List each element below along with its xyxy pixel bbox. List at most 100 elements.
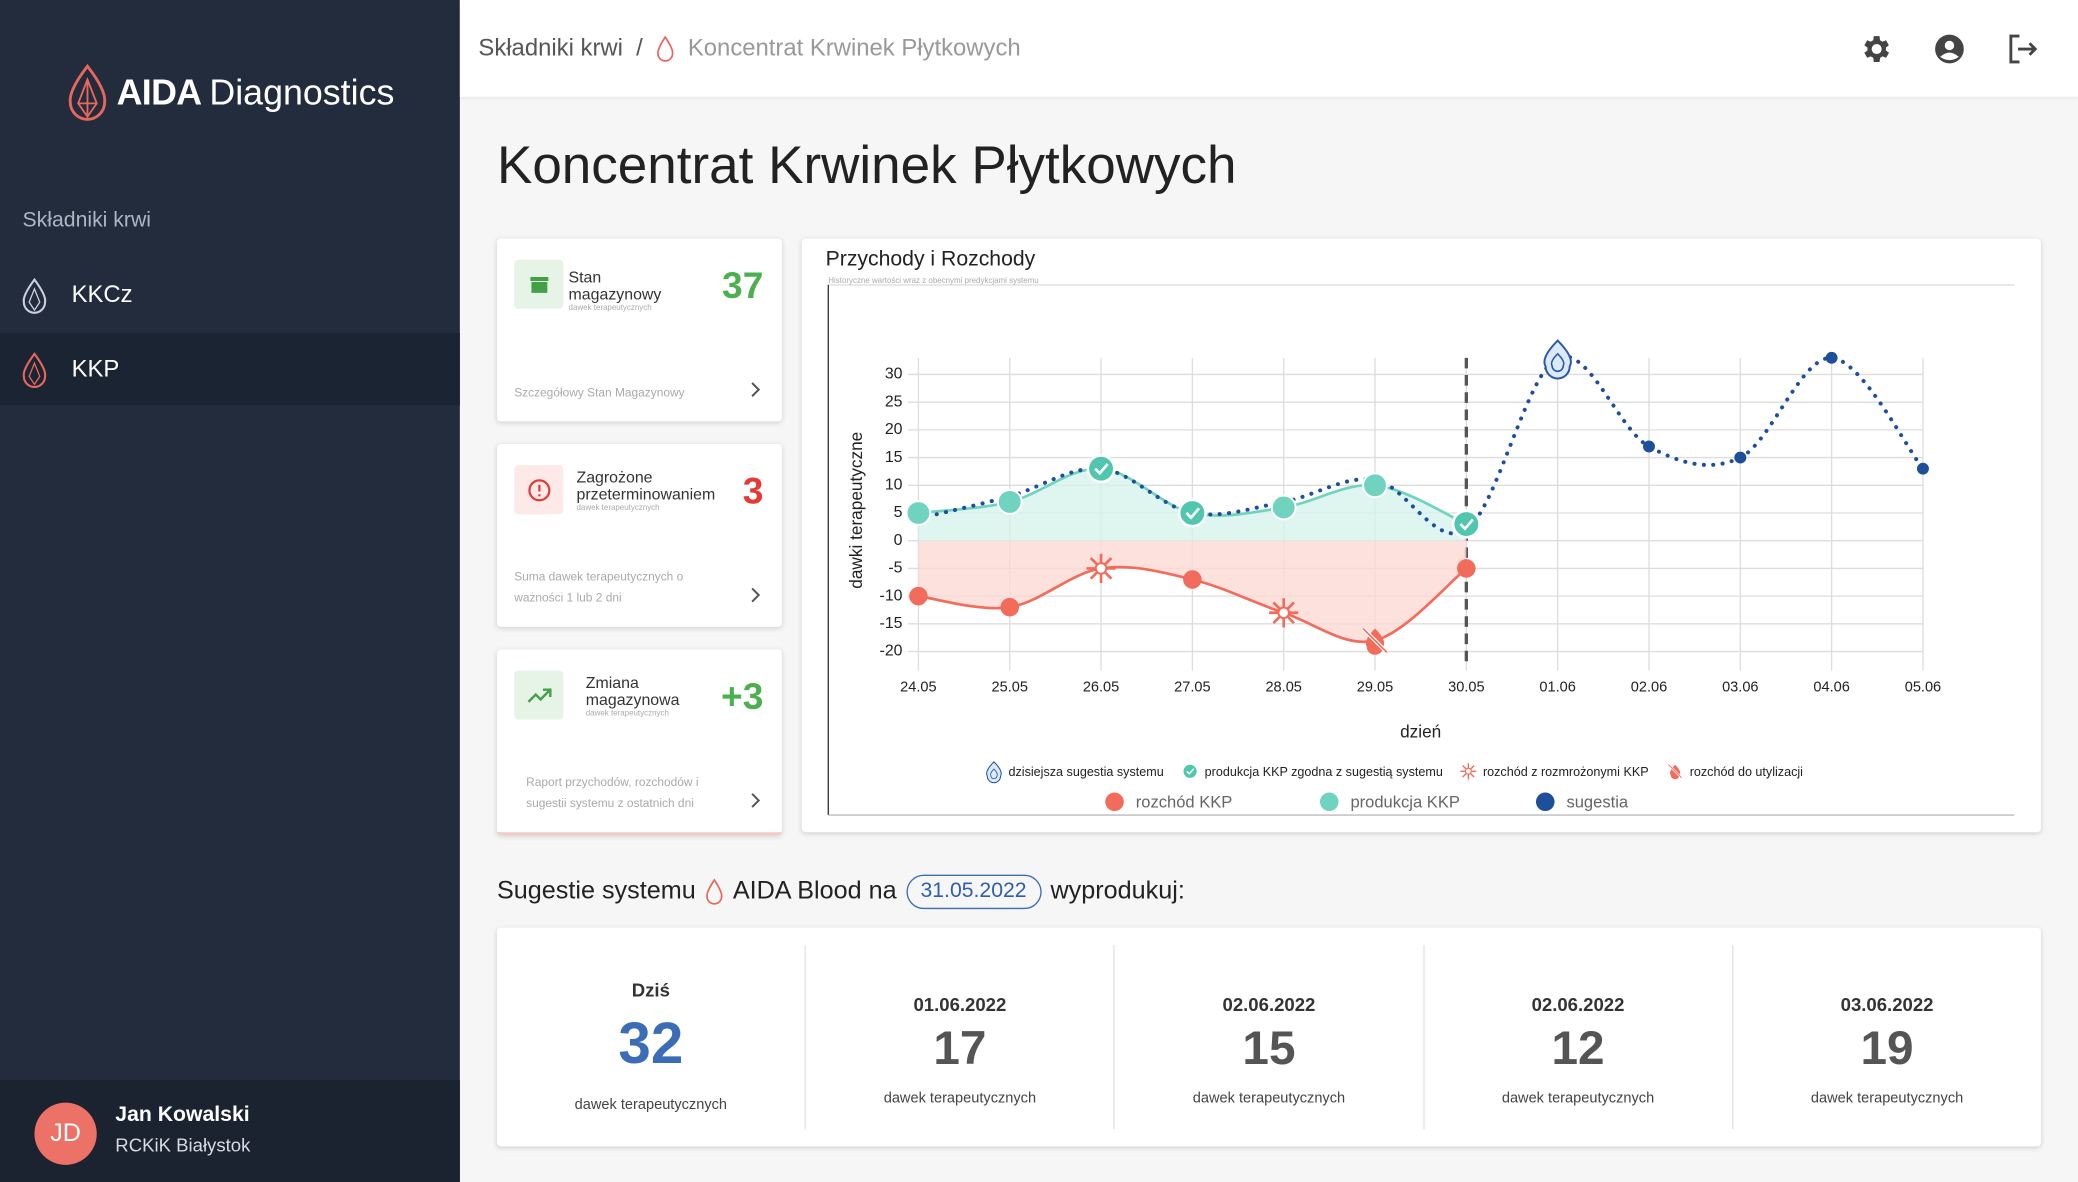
point (1643, 440, 1655, 453)
column-value: 32 (618, 1011, 684, 1077)
nav-item-selected[interactable]: KKP (0, 332, 460, 406)
point (1000, 597, 1020, 617)
waste-slash (1668, 764, 1682, 779)
logo[interactable]: AIDA Diagnostics (66, 63, 394, 122)
drop-outer (1543, 339, 1572, 380)
breadcrumb-link[interactable]: Składniki krwi (478, 34, 623, 61)
card-icon (514, 465, 564, 515)
card-title: Zagrożone przeterminowaniem dawek terapeu… (576, 467, 724, 515)
area (918, 468, 1467, 541)
y-tick-label: -5 (888, 560, 902, 577)
column-heading: 02.06.2022 (1531, 993, 1625, 1016)
drop-icon (22, 351, 47, 388)
chevron[interactable] (750, 382, 761, 398)
point (996, 488, 1023, 515)
settings-icon[interactable] (1858, 32, 1892, 66)
initials: JD (50, 1119, 81, 1148)
point (1734, 451, 1747, 464)
check-marker (1086, 454, 1116, 484)
y-tick-label: 20 (885, 421, 903, 438)
drop-inner (990, 768, 998, 780)
y-tick-label: 0 (894, 532, 903, 549)
drop-outer (986, 761, 1002, 784)
card-footer[interactable]: Suma dawek terapeutycznych o ważności 1 … (514, 569, 684, 605)
x-tick-label: 29.05 (1357, 680, 1393, 696)
x-tick-label: 05.06 (1905, 680, 1941, 696)
column-value: 17 (933, 1020, 987, 1075)
column-value: 12 (1551, 1020, 1605, 1075)
point (905, 500, 932, 526)
avatar[interactable]: JD (34, 1102, 97, 1165)
snowflake-core (1277, 606, 1290, 620)
nav-label: KKP (71, 355, 120, 382)
account-icon[interactable] (1932, 32, 1966, 66)
card-unit: dawek terapeutycznych (585, 710, 669, 719)
column-value: 15 (1242, 1020, 1296, 1075)
point (1270, 494, 1297, 521)
column-unit: dawek terapeutycznych (1810, 1090, 1964, 1107)
check-glyph (1459, 518, 1474, 531)
chevron[interactable] (750, 587, 761, 603)
stat-card: Zmiana magazynowa dawek terapeutycznych +… (496, 649, 782, 835)
drop-icon (657, 35, 674, 62)
page-title: Koncentrat Krwinek Płytkowych (496, 136, 1237, 195)
logo-icon (68, 63, 107, 121)
x-tick-label: 24.05 (900, 680, 936, 696)
card-value: 37 (722, 265, 764, 307)
column-unit: dawek terapeutycznych (574, 1097, 728, 1114)
user-org: RCKiK Białystok (115, 1134, 251, 1156)
user-name: Jan Kowalski (115, 1103, 250, 1127)
card-title-text: Zagrożone przeterminowaniem (576, 467, 716, 504)
check-marker (1182, 763, 1199, 780)
chart: Przychody i Rozchody Historyczne wartośc… (826, 247, 2015, 816)
y-tick-label: -15 (880, 615, 903, 632)
y-axis-label: dawki terapeutyczne (846, 432, 866, 589)
check-marker (1451, 509, 1481, 539)
column-unit: dawek terapeutycznych (1501, 1090, 1655, 1107)
chart-title: Przychody i Rozchody (826, 247, 1036, 270)
snowflake-marker (1269, 598, 1299, 628)
x-tick-label: 04.06 (1813, 680, 1849, 696)
suggestion-column: 02.06.2022 12 dawek terapeutycznych (1422, 944, 1732, 1130)
card-unit: dawek terapeutycznych (576, 504, 660, 513)
waste-marker (1667, 763, 1683, 780)
y-tick-label: 25 (885, 393, 903, 410)
drop-marker (986, 761, 1002, 784)
check-glyph (1185, 507, 1201, 520)
drop-icon (706, 878, 723, 905)
card-footer[interactable]: Szczegółowy Stan Magazynowy (514, 385, 685, 399)
marker-body (1451, 509, 1481, 539)
stat-card: Zagrożone przeterminowaniem dawek terapeu… (496, 443, 782, 627)
sidebar: AIDA Diagnostics Składniki krwi KKCz KKP … (0, 0, 460, 1182)
x-tick-label: 28.05 (1265, 680, 1301, 696)
card-value: 3 (742, 470, 764, 512)
y-tick-label: 15 (885, 449, 903, 466)
area (918, 540, 1467, 642)
breadcrumb-current: Koncentrat Krwinek Płytkowych (687, 34, 1021, 61)
legend-label: rozchód do utylizacji (1690, 765, 1803, 779)
column-heading: 02.06.2022 (1222, 993, 1316, 1016)
point (1916, 462, 1929, 475)
x-tick-label: 02.06 (1631, 680, 1667, 696)
suggestions-panel: Dziś 32 dawek terapeutycznych 01.06.2022 17 d… (496, 927, 2041, 1147)
marker-body (1182, 763, 1199, 780)
suggestions-brand: AIDA Blood na (732, 877, 897, 906)
legend-label: rozchód z rozmrożonymi KKP (1483, 765, 1649, 779)
marker-body (1086, 454, 1116, 484)
card-title: Zmiana magazynowa dawek terapeutycznych (585, 674, 703, 721)
nav-item[interactable]: KKCz (0, 258, 460, 331)
legend-swatch (1535, 792, 1555, 812)
card-footer[interactable]: Raport przychodów, rozchodów i sugestii … (526, 775, 699, 810)
drop-inner (1550, 352, 1565, 373)
date-pill[interactable]: 31.05.2022 (905, 874, 1042, 910)
logout-icon[interactable] (2005, 32, 2039, 66)
check-marker (1177, 498, 1207, 528)
point (1183, 570, 1202, 589)
point (909, 586, 928, 606)
section-label: Składniki krwi (22, 209, 151, 232)
card-title: Stan magazynowy dawek terapeutycznych (569, 268, 675, 315)
stat-card: Stan magazynowy dawek terapeutycznych 37 … (496, 238, 782, 422)
chevron[interactable] (750, 793, 761, 809)
suggestion-column: Dziś 32 dawek terapeutycznych (497, 945, 805, 1129)
